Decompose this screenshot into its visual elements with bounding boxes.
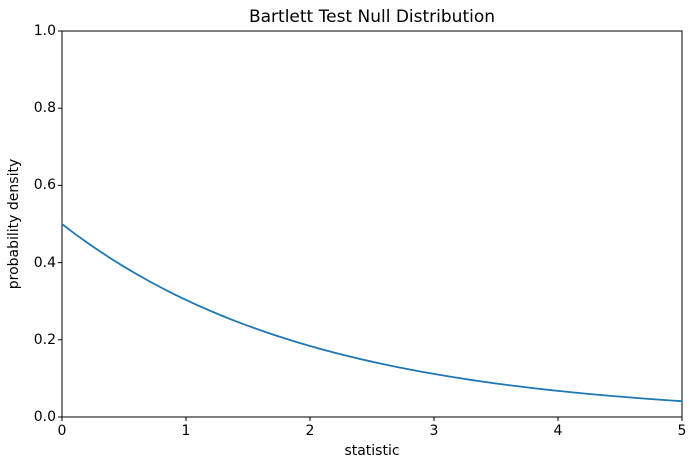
- chart-title: Bartlett Test Null Distribution: [248, 7, 496, 27]
- y-tick-label: 1.0: [33, 23, 56, 39]
- y-axis-label: probability density: [6, 158, 22, 290]
- x-tick-label: 3: [429, 423, 439, 439]
- axes-frame: [61, 30, 683, 418]
- y-tick-label: 0.2: [33, 331, 56, 348]
- x-tick-label: 0: [57, 423, 67, 439]
- x-tick-label: 5: [677, 423, 687, 439]
- y-tick-label: 0.8: [33, 100, 56, 117]
- y-tick-label: 0.4: [33, 254, 56, 271]
- x-tick-label: 1: [181, 423, 191, 439]
- y-tick-label: 0.0: [33, 409, 56, 425]
- x-tick-label: 2: [305, 423, 315, 439]
- y-tick-label: 0.6: [33, 177, 56, 194]
- null-density-curve: [61, 223, 683, 403]
- x-axis-label: statistic: [344, 443, 400, 459]
- x-tick-label: 4: [553, 423, 563, 439]
